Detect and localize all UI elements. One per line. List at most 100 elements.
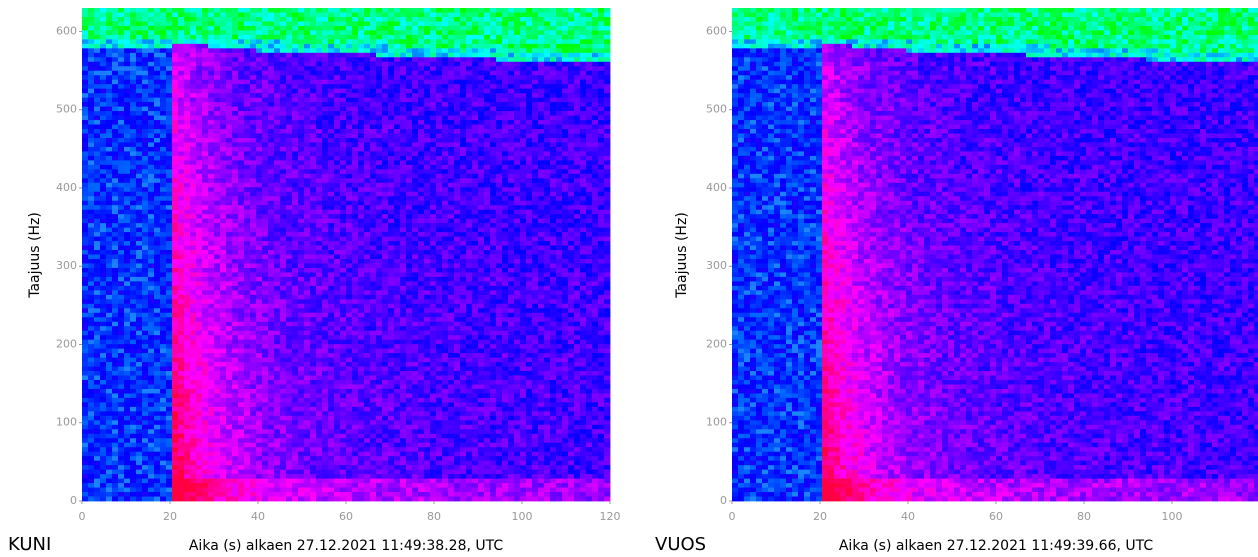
spectrogram-cell (562, 21, 568, 26)
spectrogram-cell (124, 98, 130, 103)
spectrogram-cell (454, 44, 460, 49)
spectrogram-cell (532, 8, 538, 13)
spectrogram-cell (316, 75, 322, 80)
spectrogram-cell (412, 48, 418, 53)
spectrogram-cell (262, 35, 268, 40)
spectrogram-cell (508, 75, 514, 80)
spectrogram-cell (250, 35, 256, 40)
spectrogram-cell (490, 53, 496, 58)
spectrogram-cell (160, 89, 166, 94)
spectrogram-cell (226, 93, 232, 98)
spectrogram-cell (466, 30, 472, 35)
spectrogram-cell (190, 21, 196, 26)
spectrogram-cell (274, 21, 280, 26)
spectrogram-cell (370, 84, 376, 89)
spectrogram-cell (208, 53, 214, 58)
spectrogram-cell (502, 57, 508, 62)
spectrogram-cell (592, 66, 598, 71)
spectrogram-cell (166, 98, 172, 103)
spectrogram-cell (472, 98, 478, 103)
spectrogram-cell (412, 80, 418, 85)
spectrogram-cell (604, 48, 610, 53)
spectrogram-cell (166, 107, 172, 112)
spectrogram-cell (208, 35, 214, 40)
spectrogram-cell (400, 107, 406, 112)
spectrogram-cell (598, 66, 604, 71)
spectrogram-cell (208, 21, 214, 26)
spectrogram-cell (340, 12, 346, 17)
spectrogram-cell (214, 89, 220, 94)
spectrogram-cell (448, 66, 454, 71)
spectrogram-cell (436, 44, 442, 49)
spectrogram-cell (130, 111, 136, 116)
spectrogram-cell (376, 71, 382, 76)
spectrogram-cell (244, 98, 250, 103)
spectrogram-cell (574, 102, 580, 107)
spectrogram-cell (250, 48, 256, 53)
spectrogram-cell (196, 57, 202, 62)
spectrogram-cell (334, 107, 340, 112)
spectrogram-cell (238, 30, 244, 35)
spectrogram-cell (250, 75, 256, 80)
spectrogram-cell (196, 93, 202, 98)
spectrogram-cell (592, 48, 598, 53)
spectrogram-cell (562, 53, 568, 58)
spectrogram-cell (352, 39, 358, 44)
spectrogram-cell (118, 30, 124, 35)
spectrogram-cell (442, 89, 448, 94)
spectrogram-cell (442, 44, 448, 49)
spectrogram-cell (436, 57, 442, 62)
spectrogram-cell (190, 44, 196, 49)
spectrogram-cell (220, 84, 226, 89)
spectrogram-cell (172, 93, 178, 98)
spectrogram-cell (82, 75, 88, 80)
spectrogram-cell (400, 93, 406, 98)
spectrogram-cell (322, 12, 328, 17)
spectrogram-cell (202, 71, 208, 76)
spectrogram-cell (208, 8, 214, 13)
spectrogram-cell (340, 30, 346, 35)
spectrogram-cell (550, 89, 556, 94)
spectrogram-cell (292, 12, 298, 17)
spectrogram-cell (334, 62, 340, 67)
spectrogram-cell (262, 102, 268, 107)
spectrogram-cell (160, 12, 166, 17)
spectrogram-cell (130, 107, 136, 112)
spectrogram-cell (220, 17, 226, 22)
spectrogram-cell (358, 8, 364, 13)
spectrogram-cell (478, 44, 484, 49)
spectrogram-cell (238, 26, 244, 31)
spectrogram-cell (586, 35, 592, 40)
spectrogram-cell (82, 98, 88, 103)
spectrogram-cell (562, 35, 568, 40)
spectrogram-cell (448, 35, 454, 40)
spectrogram-cell (226, 62, 232, 67)
spectrogram-cell (496, 62, 502, 67)
spectrogram-cell (370, 8, 376, 13)
spectrogram-cell (460, 71, 466, 76)
spectrogram-cell (604, 35, 610, 40)
spectrogram-cell (364, 66, 370, 71)
spectrogram-cell (112, 35, 118, 40)
spectrogram-cell (274, 44, 280, 49)
spectrogram-cell (484, 12, 490, 17)
spectrogram-cell (394, 53, 400, 58)
spectrogram-cell (466, 107, 472, 112)
spectrogram-cell (268, 84, 274, 89)
spectrogram-cell (280, 93, 286, 98)
spectrogram-cell (550, 39, 556, 44)
spectrogram-cell (442, 48, 448, 53)
spectrogram-cell (256, 53, 262, 58)
spectrogram-cell (448, 93, 454, 98)
spectrogram-cell (394, 26, 400, 31)
spectrogram-cell (94, 80, 100, 85)
spectrogram-cell (394, 84, 400, 89)
spectrogram-cell (436, 8, 442, 13)
spectrogram-cell (196, 39, 202, 44)
spectrogram-cell (124, 62, 130, 67)
spectrogram-cell (586, 48, 592, 53)
spectrogram-cell (202, 102, 208, 107)
spectrogram-cell (298, 17, 304, 22)
spectrogram-cell (544, 84, 550, 89)
spectrogram-cell (100, 8, 106, 13)
